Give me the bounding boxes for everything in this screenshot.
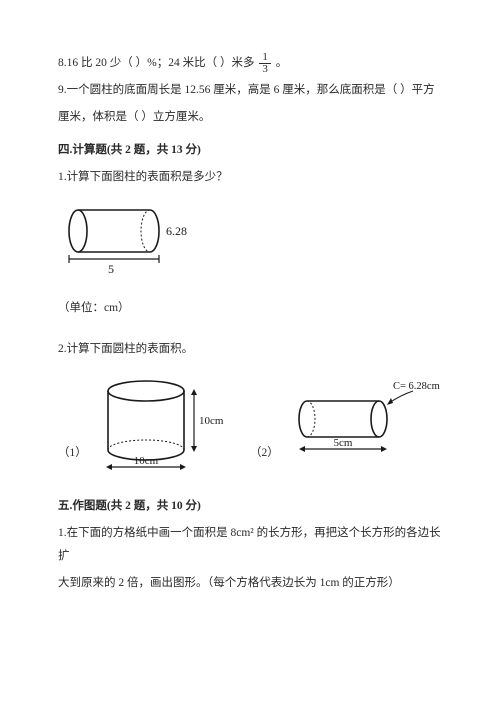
- question-9-line1: 9.一个圆柱的底面周长是 12.56 厘米，高是 6 厘米，那么底面积是（ ）平…: [58, 79, 442, 102]
- question-8: 8.16 比 20 少（ ）%；24 米比（ ）米多 1 3 。: [58, 52, 442, 75]
- fig2a-width: 10cm: [134, 455, 159, 467]
- q8-part-c: ）米多: [220, 57, 255, 69]
- q8-part-d: 。: [276, 57, 288, 69]
- fig2b-width: 5cm: [333, 437, 352, 449]
- sec5-q1-line2: 大到原来的 2 倍，画出图形。（每个方格代表边长为 1cm 的正方形）: [58, 572, 442, 595]
- sec5-q1-line1: 1.在下面的方格纸中画一个面积是 8cm² 的长方形，再把这个长方形的各边长扩: [58, 522, 442, 568]
- sec4-q1: 1.计算下面图柱的表面积是多少？: [58, 166, 442, 189]
- fig2b-prefix: （2）: [250, 442, 279, 465]
- sec4-q2: 2.计算下面圆柱的表面积。: [58, 338, 442, 361]
- section-5-heading: 五.作图题(共 2 题，共 10 分): [58, 495, 442, 518]
- unit-label: （单位：cm）: [58, 297, 442, 320]
- q8-part-a: 8.16 比 20 少（: [58, 57, 133, 69]
- fig2b-c-label: C= 6.28cm: [393, 381, 440, 392]
- q8-part-b: ）%；24 米比（: [136, 57, 217, 69]
- fraction-one-third: 1 3: [259, 52, 271, 75]
- cylinder-vertical-svg: 10cm 10cm: [101, 375, 230, 475]
- fig1-bottom-label: 5: [108, 262, 114, 276]
- question-9-line2: 厘米，体积是（ ）立方厘米。: [58, 106, 442, 129]
- cylinder-horizontal-svg: 5 6.28: [58, 199, 198, 277]
- figure-cylinder-pair: （1） 10cm 10cm （2） C= 6.28cm 5cm: [58, 375, 442, 475]
- fig2a-prefix: （1）: [58, 442, 87, 465]
- fraction-denominator: 3: [259, 64, 271, 75]
- cylinder-horizontal2-svg: C= 6.28cm 5cm: [293, 381, 442, 469]
- figure-cylinder-1: 5 6.28: [58, 199, 442, 277]
- section-4-heading: 四.计算题(共 2 题，共 13 分): [58, 139, 442, 162]
- fig2a-height: 10cm: [199, 415, 224, 427]
- fig1-side-label: 6.28: [166, 224, 187, 238]
